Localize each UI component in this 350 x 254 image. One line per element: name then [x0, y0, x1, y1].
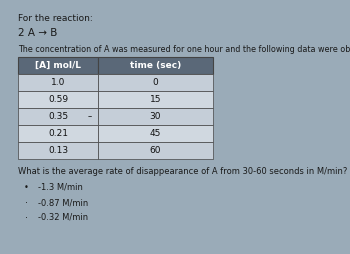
Text: 2 A → B: 2 A → B	[18, 28, 57, 38]
Text: -0.32 M/min: -0.32 M/min	[38, 213, 88, 222]
Bar	[98, 108, 213, 125]
Text: •: •	[23, 183, 28, 192]
Text: 15: 15	[150, 95, 161, 104]
Bar	[98, 91, 213, 108]
Bar	[98, 125, 213, 142]
Text: 0.13: 0.13	[48, 146, 68, 155]
Text: 60: 60	[150, 146, 161, 155]
Bar	[18, 108, 98, 125]
Text: 1.0: 1.0	[51, 78, 65, 87]
Text: 30: 30	[150, 112, 161, 121]
Text: 0.59: 0.59	[48, 95, 68, 104]
Bar	[98, 57, 213, 74]
Text: [A] mol/L: [A] mol/L	[35, 61, 81, 70]
Bar	[98, 142, 213, 159]
Text: ·: ·	[25, 198, 28, 208]
Text: -0.87 M/min: -0.87 M/min	[38, 198, 88, 207]
Text: 0.35: 0.35	[48, 112, 68, 121]
Text: ·: ·	[25, 213, 28, 223]
Bar	[18, 125, 98, 142]
Text: 0: 0	[153, 78, 158, 87]
Bar	[98, 74, 213, 91]
Bar	[18, 91, 98, 108]
Text: –: –	[88, 112, 92, 121]
Text: What is the average rate of disappearance of A from 30-60 seconds in M/min?: What is the average rate of disappearanc…	[18, 167, 347, 176]
Text: The concentration of A was measured for one hour and the following data were obt: The concentration of A was measured for …	[18, 45, 350, 54]
Text: 0.21: 0.21	[48, 129, 68, 138]
Bar	[18, 57, 98, 74]
Bar	[18, 74, 98, 91]
Text: 45: 45	[150, 129, 161, 138]
Text: -1.3 M/min: -1.3 M/min	[38, 183, 83, 192]
Bar	[18, 142, 98, 159]
Text: For the reaction:: For the reaction:	[18, 14, 93, 23]
Text: time (sec): time (sec)	[130, 61, 181, 70]
